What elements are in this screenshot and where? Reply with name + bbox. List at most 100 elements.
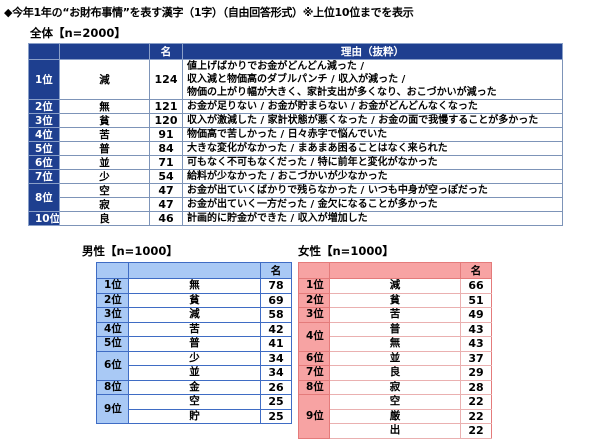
rank-cell: 10位	[28, 211, 60, 226]
table-row: 6位少 34	[96, 350, 292, 381]
kanji-cell: 厳	[329, 408, 461, 424]
page-title: ◆今年1年の“お財布事情”を表す漢字（1字）（自由回答形式）※上位10位までを表…	[4, 6, 414, 19]
count-cell: 54	[149, 169, 183, 184]
count-cell: 58	[260, 307, 292, 323]
table-row: 9位空 22	[298, 394, 492, 439]
table-row: 6位並 37	[298, 350, 492, 366]
kanji-cell: 並	[329, 350, 461, 366]
kanji-cell: 良	[329, 365, 461, 381]
rank-cell: 3位	[96, 307, 129, 323]
kanji-cell: 苦	[128, 321, 261, 337]
female-section-label: 女性【n=1000】	[298, 244, 394, 258]
count-header: 名	[460, 262, 492, 279]
kanji-cell: 少	[128, 350, 261, 366]
rank-header	[28, 43, 60, 60]
rank-cell: 2位	[298, 292, 330, 308]
reason-cell: 可もなく不可もなくだった / 特に前年と変化がなかった	[182, 155, 563, 170]
rank-cell: 8位	[28, 183, 60, 212]
reason-cell: 計画的に貯金ができた / 収入が増加した	[182, 211, 563, 226]
table-row: 寂 47 お金が出ていく一方だった / 金欠になることが多かった	[29, 197, 563, 212]
rank-cell: 6位	[28, 155, 60, 170]
count-header: 名	[149, 43, 183, 60]
male-section-label: 男性【n=1000】	[82, 244, 178, 258]
count-cell: 124	[149, 59, 183, 100]
count-cell: 34	[260, 350, 292, 366]
kanji-cell: 並	[59, 155, 150, 170]
count-header: 名	[260, 262, 292, 279]
reason-line: 大きな変化がなかった / まあまあ困ることはなく来られた	[187, 143, 448, 154]
overall-ranking-table: 名 理由（抜粋） 1位減 124 値上げばかりでお金がどんどん減った / 収入減と物価…	[28, 43, 563, 226]
table-row: 10位良 46 計画的に貯金ができた / 収入が増加した	[28, 211, 563, 226]
count-cell: 25	[260, 394, 292, 410]
table-row: 7位良 29	[298, 365, 492, 381]
count-cell: 120	[149, 113, 183, 128]
kanji-cell: 普	[128, 336, 261, 352]
count-cell: 69	[260, 292, 292, 308]
rank-cell: 1位	[298, 278, 330, 294]
count-cell: 34	[260, 365, 292, 381]
reason-cell: 物価高で苦しかった / 日々赤字で悩んでいた	[182, 127, 563, 142]
reason-cell: 給料が少なかった / おこづかいが少なかった	[182, 169, 563, 184]
table-row: 2位貧 51	[298, 292, 492, 308]
reason-header: 理由（抜粋）	[182, 43, 563, 60]
count-cell: 42	[260, 321, 292, 337]
table-row: 出 22	[299, 423, 492, 439]
kanji-cell: 普	[59, 141, 150, 156]
rank-cell: 5位	[96, 336, 129, 352]
table-header-row: 名 理由（抜粋）	[28, 43, 563, 60]
rank-cell: 9位	[298, 394, 330, 439]
table-row: 4位普 43	[298, 321, 492, 352]
overall-section-label: 全体【n=2000】	[30, 26, 126, 40]
kanji-header	[128, 262, 261, 279]
count-cell: 66	[460, 278, 492, 294]
table-row: 貯 25	[97, 408, 292, 424]
count-cell: 41	[260, 336, 292, 352]
reason-line: 物価の上がり幅が大きく、家計支出が多くなり、おこづかいが減った	[187, 87, 497, 98]
reason-cell: お金が出ていく一方だった / 金欠になることが多かった	[182, 197, 563, 212]
reason-cell: お金が出ていくばかりで残らなかった / いつも中身が空っぽだった	[182, 183, 563, 198]
count-cell: 37	[460, 350, 492, 366]
count-cell: 43	[460, 336, 492, 352]
kanji-cell: 空	[329, 394, 461, 410]
kanji-cell: 寂	[59, 197, 150, 212]
table-row: 並 34	[97, 365, 292, 381]
reason-line: 収入が激減した / 家計状態が悪くなった / お金の面で我慢することが多かった	[187, 115, 539, 126]
count-cell: 51	[460, 292, 492, 308]
count-cell: 29	[460, 365, 492, 381]
table-row: 3位苦 49	[298, 307, 492, 323]
rank-cell: 3位	[298, 307, 330, 323]
table-row: 9位空 25	[96, 394, 292, 424]
rank-cell: 8位	[298, 379, 330, 395]
rank-cell: 4位	[96, 321, 129, 337]
kanji-cell: 空	[59, 183, 150, 198]
kanji-cell: 良	[59, 211, 150, 226]
kanji-cell: 貯	[128, 408, 261, 424]
rank-header	[298, 262, 330, 279]
rank-cell: 8位	[96, 379, 129, 395]
kanji-cell: 並	[128, 365, 261, 381]
kanji-cell: 無	[329, 336, 461, 352]
table-row: 1位無 78	[96, 278, 292, 294]
reason-line: 値上げばかりでお金がどんどん減った /	[187, 61, 365, 72]
count-cell: 26	[260, 379, 292, 395]
rank-cell: 6位	[298, 350, 330, 366]
table-row: 2位貧 69	[96, 292, 292, 308]
count-cell: 91	[149, 127, 183, 142]
female-ranking-table: 名 1位減 66 2位貧 51 3位苦 49 4位普 43 無 43 6位並 37 7位良 29 8位寂 28…	[298, 262, 492, 439]
table-row: 無 43	[299, 336, 492, 352]
rank-cell: 5位	[28, 141, 60, 156]
table-row: 3位減 58	[96, 307, 292, 323]
table-row: 5位普 41	[96, 336, 292, 352]
count-cell: 47	[149, 197, 183, 212]
table-row: 1位減 124 値上げばかりでお金がどんどん減った / 収入減と物価高のダブルパンチ …	[28, 59, 563, 100]
kanji-cell: 減	[329, 278, 461, 294]
table-row: 4位苦 91 物価高で苦しかった / 日々赤字で悩んでいた	[28, 127, 563, 142]
count-cell: 22	[460, 423, 492, 439]
count-cell: 25	[260, 408, 292, 424]
rank-header	[96, 262, 129, 279]
reason-line: お金が出ていくばかりで残らなかった / いつも中身が空っぽだった	[187, 185, 488, 196]
kanji-cell: 無	[59, 99, 150, 114]
rank-cell: 6位	[96, 350, 129, 381]
rank-cell: 1位	[96, 278, 129, 294]
kanji-cell: 寂	[329, 379, 461, 395]
